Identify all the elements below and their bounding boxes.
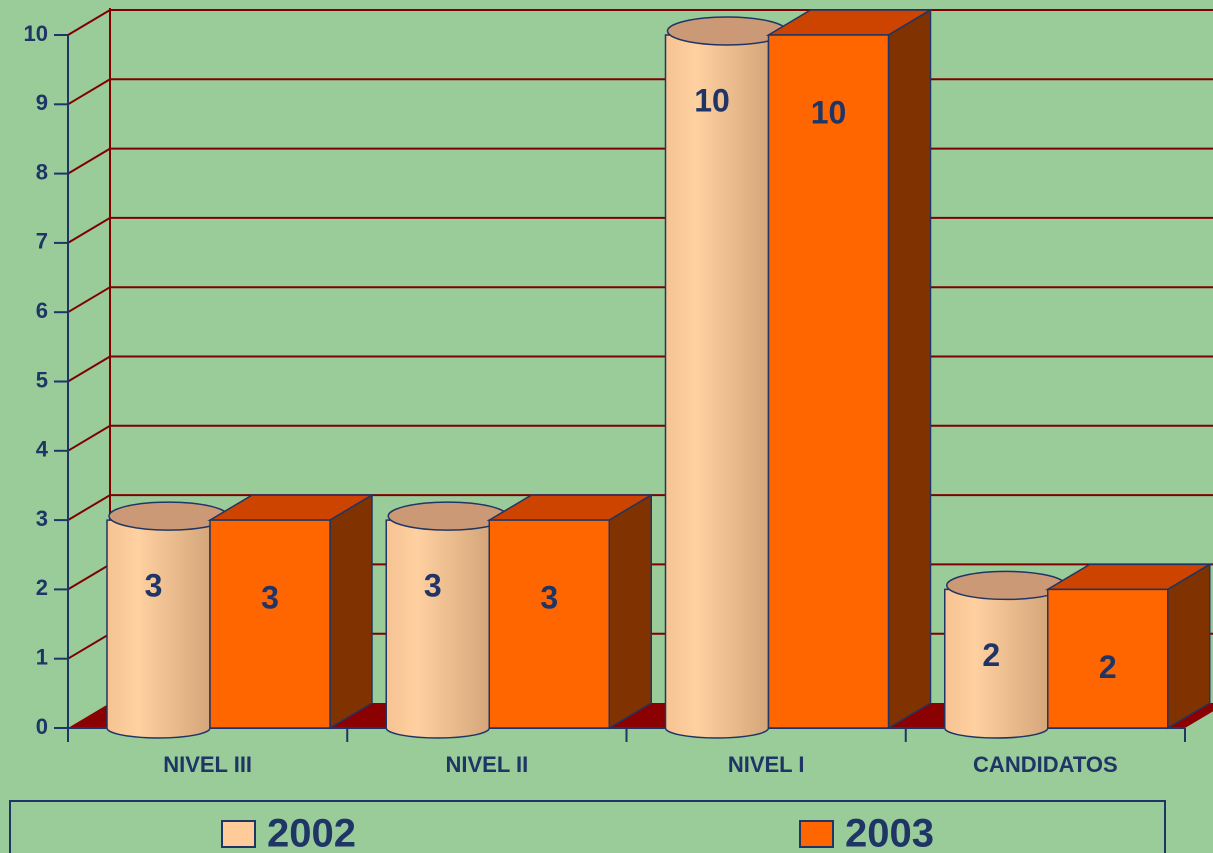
legend-box <box>9 800 1166 853</box>
legend-label: 2003 <box>845 812 934 853</box>
bar-side <box>329 493 373 730</box>
legend-swatch <box>799 820 834 848</box>
y-tick-label: 5 <box>36 367 48 392</box>
y-tick-label: 6 <box>36 298 48 323</box>
value-label: 10 <box>694 82 730 118</box>
bar-side <box>1167 563 1211 730</box>
bar-side <box>608 493 652 730</box>
grid-line <box>67 147 1213 175</box>
y-tick-label: 2 <box>36 575 48 600</box>
y-tick-label: 8 <box>36 159 48 184</box>
x-tick-label: NIVEL I <box>728 752 805 777</box>
cylinder-bar <box>664 34 770 739</box>
cylinder-bar <box>106 519 211 739</box>
y-tick-label: 0 <box>36 714 48 739</box>
x-tick-label: NIVEL II <box>446 752 529 777</box>
value-label: 10 <box>811 94 847 130</box>
cylinder-bar <box>385 519 490 739</box>
bar <box>1047 588 1169 729</box>
grid-line <box>67 355 1213 383</box>
x-tick-label: CANDIDATOS <box>973 752 1118 777</box>
value-label: 3 <box>540 580 558 616</box>
value-label: 2 <box>1099 649 1117 685</box>
value-label: 3 <box>145 568 163 604</box>
bar <box>767 34 890 729</box>
bar <box>488 519 610 729</box>
grid-line <box>67 286 1213 314</box>
bar <box>209 519 331 729</box>
y-tick-label: 3 <box>36 506 48 531</box>
bar-side <box>887 8 932 730</box>
y-tick-label: 9 <box>36 90 48 115</box>
value-label: 3 <box>261 580 279 616</box>
y-tick-label: 1 <box>36 645 48 670</box>
cylinder-bar <box>944 588 1049 739</box>
value-label: 2 <box>982 637 1000 673</box>
legend-label: 2002 <box>267 812 356 853</box>
grid-line <box>67 9 1213 36</box>
y-tick-label: 4 <box>36 437 49 462</box>
y-tick-label: 7 <box>36 229 48 254</box>
grid-line <box>67 424 1213 452</box>
grid-line <box>67 216 1213 244</box>
y-tick-label: 10 <box>24 21 48 46</box>
legend-swatch <box>221 820 256 848</box>
grid-line <box>67 78 1213 106</box>
value-label: 3 <box>424 568 442 604</box>
x-tick-label: NIVEL III <box>163 752 252 777</box>
